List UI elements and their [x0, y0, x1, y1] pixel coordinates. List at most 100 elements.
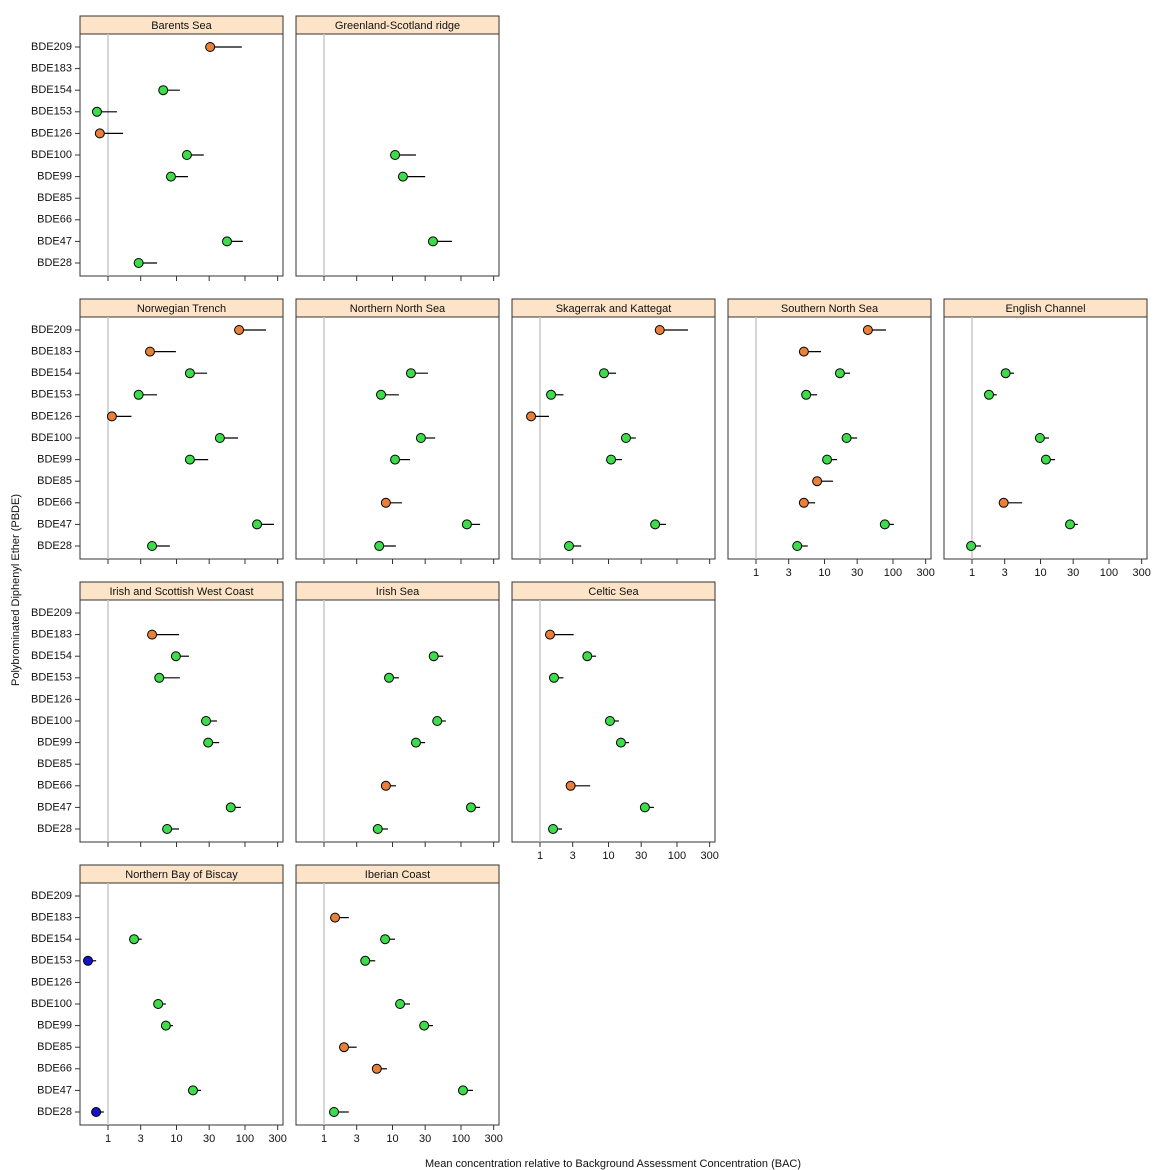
- panel-frame: [79, 882, 284, 1126]
- point: [654, 325, 665, 335]
- point: [1000, 368, 1011, 379]
- point: [147, 629, 158, 640]
- panel-title: Northern Bay of Biscay: [125, 869, 238, 881]
- y-tick-label: BDE100: [31, 998, 72, 1010]
- y-tick-label: BDE183: [31, 346, 72, 358]
- x-tick-label: 30: [851, 567, 863, 579]
- point: [384, 672, 395, 683]
- y-axis-title: Polybrominated Diphenyl Ether (PBDE): [10, 494, 22, 686]
- y-tick-label: BDE153: [31, 672, 72, 684]
- point: [1065, 519, 1076, 530]
- point: [604, 716, 615, 726]
- point: [410, 737, 421, 748]
- point: [390, 150, 401, 160]
- point: [187, 1085, 198, 1096]
- panel-title: Irish and Scottish West Coast: [109, 586, 253, 598]
- panel-frame: [727, 316, 932, 560]
- point: [545, 629, 556, 640]
- point: [620, 433, 631, 443]
- x-tick-label: 100: [1100, 567, 1118, 579]
- point: [966, 541, 977, 551]
- point: [879, 519, 890, 530]
- x-tick-label: 300: [484, 1133, 502, 1145]
- x-tick-label: 300: [916, 567, 934, 579]
- point: [397, 171, 408, 182]
- y-tick-label: BDE28: [37, 540, 72, 552]
- point: [203, 737, 214, 748]
- y-tick-label: BDE99: [37, 454, 72, 466]
- point: [380, 497, 391, 508]
- panel-title: Greenland-Scotland ridge: [335, 20, 460, 32]
- point: [329, 1107, 340, 1117]
- panel-title: Skagerrak and Kattegat: [556, 303, 672, 315]
- x-tick-label: 10: [386, 1133, 398, 1145]
- x-tick-label: 1: [753, 567, 759, 579]
- y-tick-label: BDE154: [31, 933, 72, 945]
- x-tick-label: 100: [236, 1133, 254, 1145]
- point: [91, 1107, 102, 1117]
- point: [427, 236, 438, 247]
- y-tick-label: BDE66: [37, 497, 72, 509]
- y-tick-label: BDE28: [37, 1106, 72, 1118]
- point: [214, 433, 225, 443]
- y-tick-label: BDE209: [31, 890, 72, 902]
- y-tick-label: BDE126: [31, 410, 72, 422]
- y-tick-label: BDE47: [37, 235, 72, 247]
- point: [221, 236, 232, 247]
- y-tick-label: BDE85: [37, 192, 72, 204]
- panel-frame: [295, 33, 500, 277]
- point: [582, 651, 593, 662]
- point: [432, 716, 443, 726]
- y-tick-label: BDE153: [31, 955, 72, 967]
- point: [606, 454, 617, 465]
- x-tick-label: 300: [700, 850, 718, 862]
- point: [201, 716, 212, 726]
- point: [639, 802, 650, 813]
- y-tick-label: BDE100: [31, 432, 72, 444]
- panel-frame: [295, 882, 500, 1126]
- y-tick-label: BDE28: [37, 257, 72, 269]
- x-tick-label: 30: [1067, 567, 1079, 579]
- point: [812, 476, 823, 487]
- y-tick-label: BDE66: [37, 1063, 72, 1075]
- point: [798, 497, 809, 508]
- point: [144, 346, 155, 357]
- point: [405, 368, 416, 379]
- panel-frame: [943, 316, 1148, 560]
- y-tick-label: BDE47: [37, 1084, 72, 1096]
- y-tick-label: BDE183: [31, 629, 72, 641]
- y-tick-label: BDE66: [37, 214, 72, 226]
- point: [834, 368, 845, 379]
- point: [565, 780, 576, 791]
- point: [339, 1042, 350, 1053]
- x-tick-label: 30: [635, 850, 647, 862]
- point: [1040, 454, 1051, 465]
- point: [147, 541, 158, 551]
- point: [184, 368, 195, 379]
- y-tick-label: BDE99: [37, 737, 72, 749]
- y-tick-label: BDE209: [31, 607, 72, 619]
- point: [374, 541, 385, 551]
- point: [548, 672, 559, 683]
- point: [225, 802, 236, 813]
- x-tick-label: 10: [170, 1133, 182, 1145]
- x-tick-label: 1: [537, 850, 543, 862]
- panel-title: English Channel: [1005, 303, 1085, 315]
- panel-frame: [511, 599, 716, 843]
- y-tick-label: BDE126: [31, 693, 72, 705]
- point: [234, 325, 245, 335]
- y-tick-label: BDE209: [31, 41, 72, 53]
- x-tick-label: 3: [354, 1133, 360, 1145]
- point: [205, 42, 216, 52]
- point: [862, 325, 873, 335]
- point: [548, 824, 559, 834]
- panel-title: Southern North Sea: [781, 303, 879, 315]
- point: [82, 955, 93, 966]
- point: [841, 433, 852, 443]
- point: [457, 1085, 468, 1096]
- point: [133, 258, 144, 268]
- point: [162, 824, 173, 834]
- x-axis-title: Mean concentration relative to Backgroun…: [425, 1158, 801, 1170]
- x-tick-label: 3: [138, 1133, 144, 1145]
